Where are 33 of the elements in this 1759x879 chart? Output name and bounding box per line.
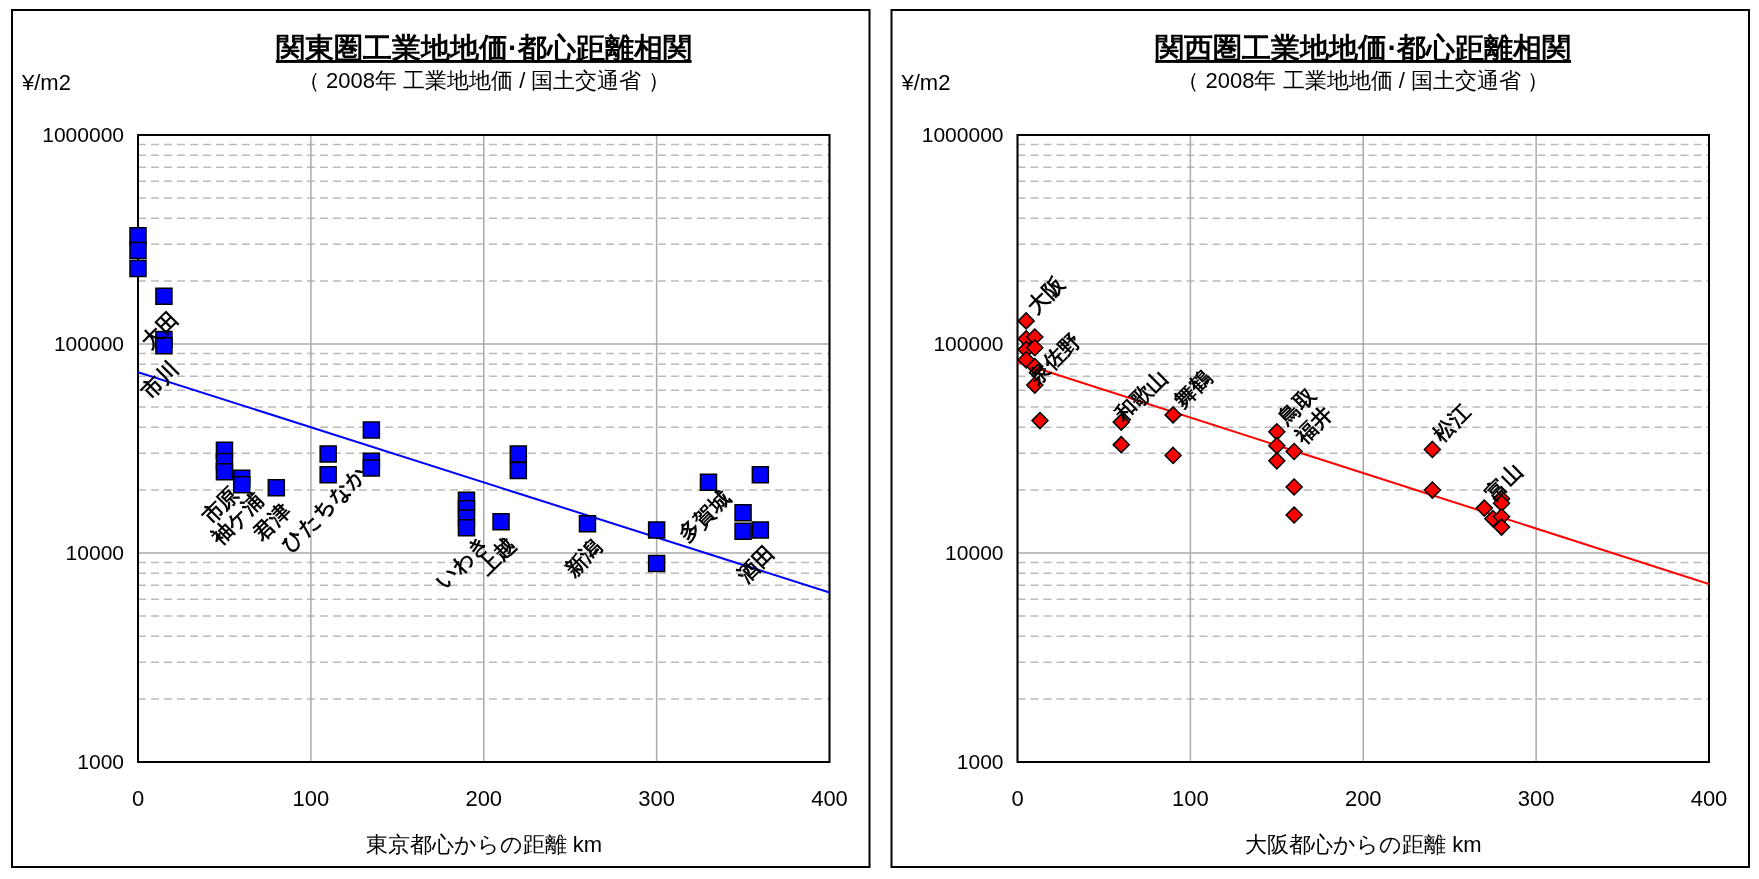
annotation: 松江 xyxy=(1428,400,1476,447)
y-tick-label: 100000 xyxy=(53,332,124,355)
x-tick-label: 400 xyxy=(1690,786,1728,811)
annotation: 新潟 xyxy=(559,534,607,582)
x-tick-label: 400 xyxy=(811,786,848,811)
x-tick-label: 0 xyxy=(1011,786,1024,811)
annotation: 和歌山 xyxy=(1109,365,1172,427)
x-axis-title: 東京都心からの距離 km xyxy=(365,832,602,857)
y-axis-title: ¥/m2 xyxy=(21,70,71,95)
x-tick-label: 0 xyxy=(131,786,145,811)
chart-title: 関西圏工業地地価·都心距離相関 xyxy=(1155,32,1572,64)
annotation: 市川 xyxy=(135,356,183,404)
annotation: 舞鶴 xyxy=(1169,365,1216,413)
annotation: 泉佐野 xyxy=(1023,328,1085,390)
x-tick-label: 100 xyxy=(1172,786,1209,811)
x-tick-label: 200 xyxy=(1344,786,1382,811)
x-tick-label: 200 xyxy=(465,786,503,811)
chart-title: 関東圏工業地地価·都心距離相関 xyxy=(275,32,692,64)
x-tick-label: 300 xyxy=(1517,786,1555,811)
y-tick-label: 10000 xyxy=(65,541,124,564)
chart-subtitle: （ 2008年 工業地地価 / 国土交通省 ） xyxy=(1177,68,1550,93)
y-tick-label: 1000 xyxy=(956,750,1004,773)
x-tick-label: 300 xyxy=(638,786,675,811)
y-tick-label: 1000000 xyxy=(42,123,124,146)
annotation: 大阪 xyxy=(1022,270,1070,318)
y-tick-label: 10000 xyxy=(945,541,1004,564)
y-tick-label: 100000 xyxy=(933,332,1004,355)
chart-subtitle: （ 2008年 工業地地価 / 国土交通省 ） xyxy=(297,68,670,93)
y-tick-label: 1000000 xyxy=(921,123,1004,146)
x-tick-label: 100 xyxy=(292,786,330,811)
y-tick-label: 1000 xyxy=(77,750,124,773)
y-axis-title: ¥/m2 xyxy=(900,70,951,95)
x-axis-title: 大阪都心からの距離 km xyxy=(1245,832,1482,857)
